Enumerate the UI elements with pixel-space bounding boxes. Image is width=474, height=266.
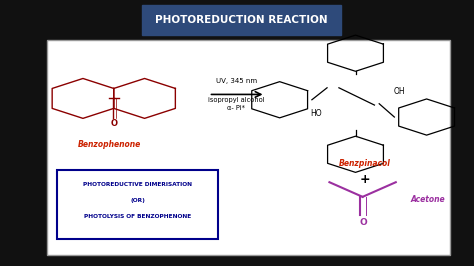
Text: O: O	[111, 119, 118, 128]
Text: Benzophenone: Benzophenone	[77, 140, 141, 149]
Text: +: +	[360, 173, 370, 186]
FancyBboxPatch shape	[57, 170, 218, 239]
Text: α- Pi*: α- Pi*	[227, 105, 245, 111]
Text: (OR): (OR)	[130, 198, 145, 203]
Text: PHOTOREDUCTION REACTION: PHOTOREDUCTION REACTION	[155, 15, 328, 25]
Text: O: O	[359, 218, 367, 227]
Text: OH: OH	[393, 87, 405, 96]
Text: Acetone: Acetone	[410, 195, 445, 204]
FancyBboxPatch shape	[142, 5, 341, 35]
Text: isopropyl alcohol: isopropyl alcohol	[208, 97, 264, 103]
Text: UV, 345 nm: UV, 345 nm	[217, 78, 257, 84]
Text: PHOTOLYSIS OF BENZOPHENONE: PHOTOLYSIS OF BENZOPHENONE	[84, 214, 191, 219]
Text: PHOTOREDUCTIVE DIMERISATION: PHOTOREDUCTIVE DIMERISATION	[83, 182, 192, 187]
Text: Benzpinacol: Benzpinacol	[339, 159, 391, 168]
FancyBboxPatch shape	[47, 40, 450, 255]
Text: HO: HO	[310, 109, 322, 118]
